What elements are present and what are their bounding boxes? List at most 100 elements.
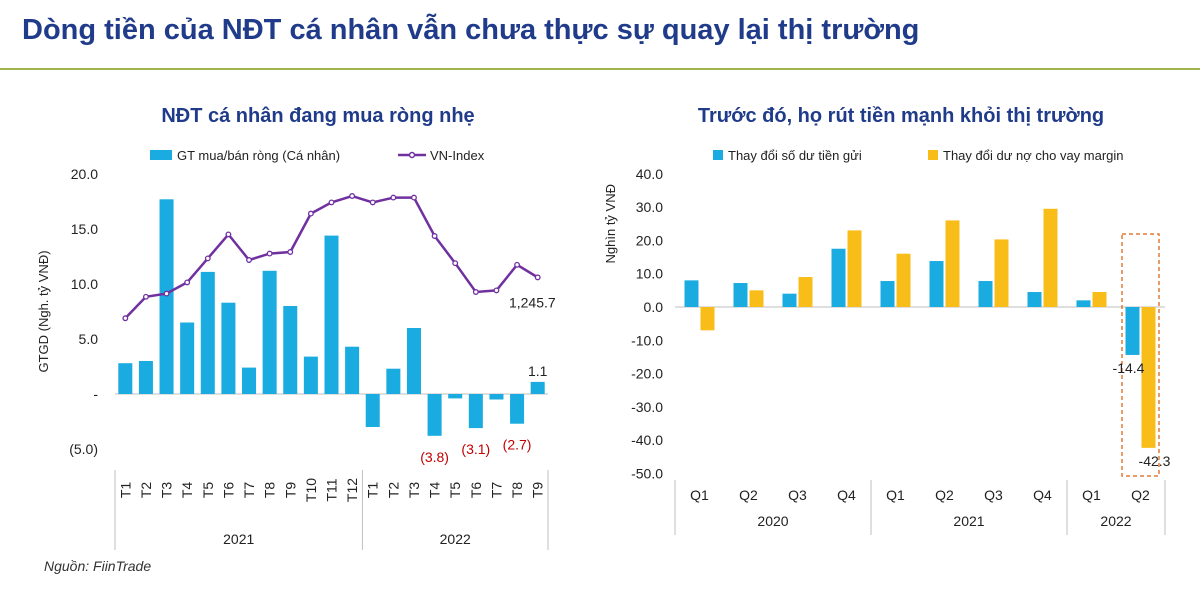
y-tick-label: (5.0)	[69, 441, 98, 457]
bar-net-value	[118, 363, 133, 394]
vnindex-point	[225, 231, 232, 238]
bar-deposit-change	[880, 281, 895, 307]
bar-deposit-change	[1076, 300, 1091, 307]
y-tick-label: 10.0	[71, 276, 98, 292]
bar-net-value	[262, 270, 277, 394]
x-group-label: 2022	[440, 531, 471, 547]
legend-label-bar: GT mua/bán ròng (Cá nhân)	[177, 148, 340, 163]
x-tick-label: T1	[117, 482, 133, 499]
vnindex-point	[349, 193, 356, 199]
legend-swatch-deposit	[713, 150, 723, 160]
x-tick-label: Q3	[984, 487, 1003, 503]
y-tick-label: -30.0	[631, 399, 663, 415]
vnindex-point	[452, 260, 459, 267]
y-tick-label: 10.0	[636, 266, 663, 282]
bar-deposit-change	[1125, 307, 1140, 355]
bar-net-value	[180, 322, 195, 394]
deposit-margin-chart: Trước đó, họ rút tiền mạnh khỏi thị trườ…	[603, 105, 1171, 535]
vnindex-point	[163, 290, 170, 297]
y-tick-label: -50.0	[631, 466, 663, 482]
bar-margin-change	[1141, 307, 1156, 448]
bar-data-label: (3.1)	[461, 441, 490, 457]
bar-net-value	[200, 271, 215, 394]
bar-deposit-change	[782, 293, 797, 307]
bar-margin-change	[945, 220, 960, 307]
bar-data-label: (3.8)	[420, 449, 449, 465]
chart-title: Trước đó, họ rút tiền mạnh khỏi thị trườ…	[698, 105, 1104, 127]
x-tick-label: Q4	[1033, 487, 1052, 503]
bar-margin-change	[749, 290, 764, 307]
y-tick-label: 30.0	[636, 199, 663, 215]
legend-swatch-bar	[150, 150, 172, 160]
vnindex-point	[390, 194, 397, 201]
x-group-label: 2021	[953, 513, 984, 529]
vnindex-point	[431, 233, 438, 239]
bar-net-value	[489, 394, 504, 400]
x-tick-label: Q1	[886, 487, 905, 503]
y-tick-label: 20.0	[636, 232, 663, 248]
x-tick-label: Q2	[935, 487, 954, 503]
x-tick-label: T7	[488, 482, 504, 499]
x-group-label: 2021	[223, 531, 254, 547]
bar-net-value	[138, 361, 153, 394]
legend-label-margin: Thay đổi dư nợ cho vay margin	[943, 148, 1124, 163]
vnindex-point	[246, 257, 252, 263]
x-group-label: 2022	[1100, 513, 1131, 529]
x-tick-label: T8	[262, 482, 278, 499]
vnindex-point	[472, 289, 479, 295]
x-tick-label: T6	[220, 482, 236, 499]
bar-net-value	[510, 394, 525, 424]
bar-net-value	[468, 394, 483, 429]
y-tick-label: 20.0	[71, 166, 98, 182]
bar-deposit-change	[831, 248, 846, 307]
x-tick-label: T3	[159, 482, 175, 499]
y-tick-label: 15.0	[71, 221, 98, 237]
x-tick-label: T9	[282, 482, 298, 499]
bar-margin-change	[700, 307, 715, 331]
vnindex-point	[369, 199, 376, 206]
vnindex-point	[204, 255, 211, 262]
bar-deposit-change	[684, 280, 699, 307]
bar-net-value	[324, 235, 339, 394]
legend-label-line: VN-Index	[430, 148, 485, 163]
bar-margin-change	[1043, 208, 1058, 307]
net-buying-chart: NĐT cá nhân đang mua ròng nhẹ GT mua/bán …	[36, 105, 556, 550]
vnindex-point	[328, 199, 335, 206]
bar-net-value	[159, 199, 174, 394]
bar-net-value	[406, 328, 421, 394]
x-tick-label: Q4	[837, 487, 856, 503]
x-tick-label: T10	[303, 478, 319, 502]
bar-net-value	[221, 302, 236, 394]
bar-net-value	[365, 394, 380, 427]
x-tick-label: T2	[385, 482, 401, 499]
page-title: Dòng tiền của NĐT cá nhân vẫn chưa thực …	[22, 14, 920, 46]
bar-net-value	[303, 356, 318, 394]
vnindex-point	[287, 249, 294, 255]
bar-net-value	[283, 306, 298, 394]
x-tick-label: T4	[179, 482, 195, 499]
x-tick-label: Q3	[788, 487, 807, 503]
title-divider	[0, 68, 1200, 70]
y-tick-label: -40.0	[631, 432, 663, 448]
bar-net-value	[530, 381, 545, 394]
y-tick-label: -20.0	[631, 366, 663, 382]
x-tick-label: T5	[447, 482, 463, 499]
bar-data-label: 1.1	[528, 363, 548, 379]
legend-swatch-margin	[928, 150, 938, 160]
bar-margin-change	[1092, 292, 1107, 307]
y-axis-label: GTGD (Ngh. tỷ VNĐ)	[36, 250, 51, 372]
chart-title: NĐT cá nhân đang mua ròng nhẹ	[161, 105, 474, 127]
bar-margin-change	[994, 239, 1009, 307]
vnindex-point	[493, 287, 500, 294]
vnindex-end-label: 1,245.7	[509, 294, 556, 310]
bar-net-value	[345, 346, 360, 394]
x-tick-label: T1	[365, 482, 381, 499]
y-tick-label: -10.0	[631, 332, 663, 348]
vnindex-point	[122, 315, 129, 322]
x-tick-label: T7	[241, 482, 257, 499]
x-tick-label: Q2	[739, 487, 758, 503]
x-tick-label: T9	[530, 482, 546, 499]
vnindex-point	[514, 261, 521, 268]
bar-margin-change	[847, 230, 862, 307]
vnindex-point	[534, 274, 541, 281]
